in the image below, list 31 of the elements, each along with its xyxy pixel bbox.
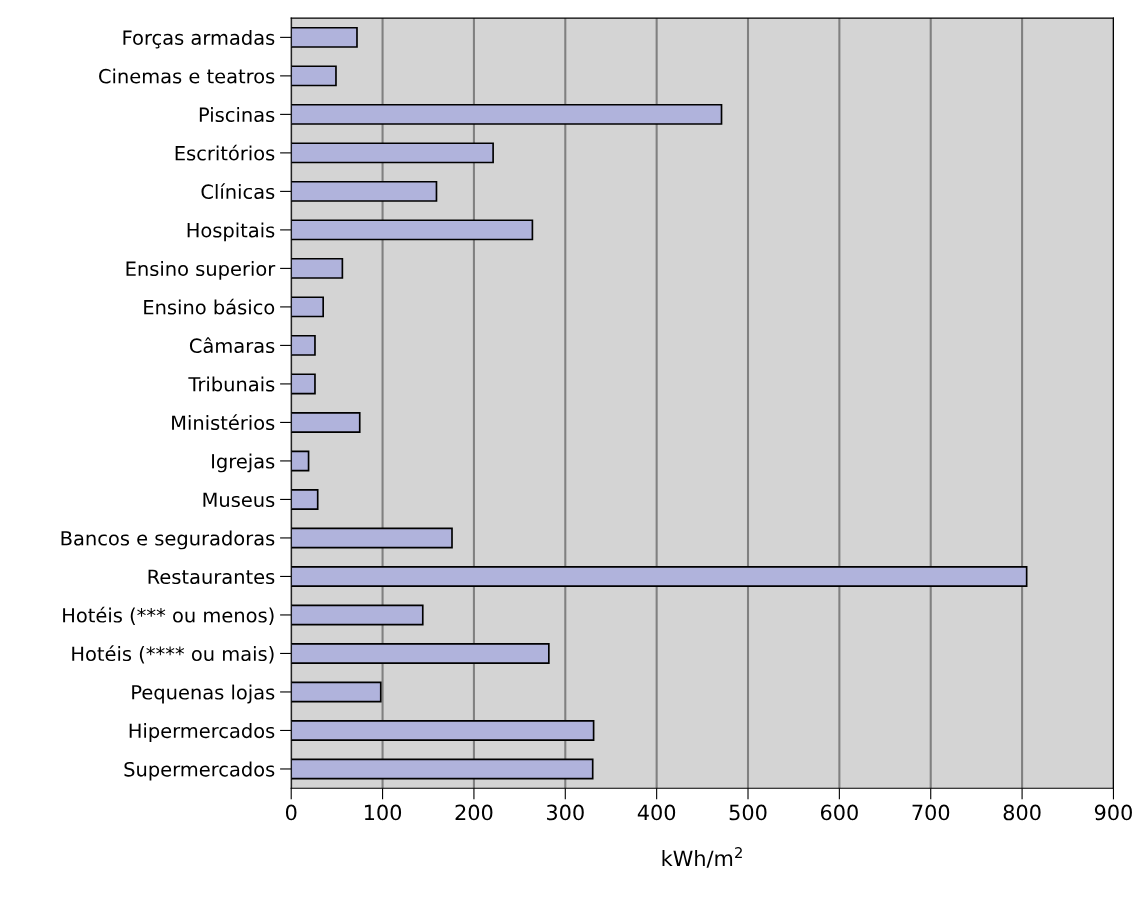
x-tick-label: 200 [455,804,493,821]
y-tick-label: Pequenas lojas [132,684,275,704]
x-tick-label: 900 [1094,804,1132,821]
y-tick-label: Igrejas [212,453,275,473]
x-tick-label: 800 [1003,804,1041,821]
y-tick-label: Museus [203,492,275,508]
x-tick-label: 300 [547,804,584,821]
y-tick-label: Ensino superior [126,261,276,280]
x-tick-label: 600 [820,804,858,821]
y-tick-label: Bancos e seguradoras [61,530,275,550]
y-tick-label: Hotéis (*** ou menos) [63,606,274,625]
y-tick-label: Cinemas e teatros [99,68,275,84]
y-tick-label: Supermercados [124,761,275,781]
y-tick-label: Hipermercados [129,723,275,742]
x-tick-label: 0 [285,804,297,821]
y-tick-label: Ministérios [172,414,275,431]
x-axis-title: kWh/m$^{2}$ [662,847,742,868]
y-tick-label: Câmaras [189,337,275,354]
x-tick-label: 700 [912,804,950,821]
y-tick-label: Ensino básico [144,298,275,315]
x-tick-label: 100 [364,804,402,821]
y-tick-label: Restaurantes [148,569,275,585]
y-tick-label: Tribunais [188,376,275,392]
y-tick-label: Escritórios [175,144,275,161]
y-tick-label: Hotéis (**** ou mais) [72,645,274,664]
y-tick-label: Forças armadas [123,29,275,49]
y-tick-label: Hospitais [187,222,275,242]
y-tick-label: Clínicas [201,183,275,200]
x-tick-label: 400 [637,804,676,821]
y-tick-label: Piscinas [199,107,275,123]
x-tick-label: 500 [729,804,767,821]
